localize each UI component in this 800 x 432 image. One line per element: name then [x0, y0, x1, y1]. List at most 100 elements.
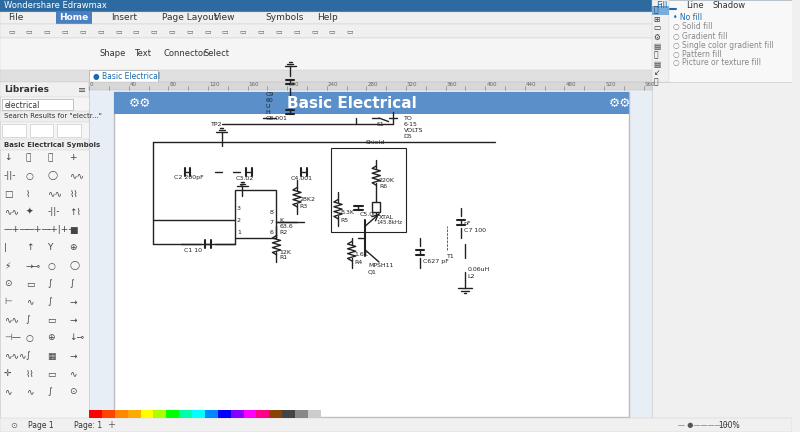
- Text: ⚡: ⚡: [4, 261, 10, 270]
- Text: ▦: ▦: [47, 352, 56, 360]
- Text: ⊙: ⊙: [4, 280, 11, 289]
- Text: 80: 80: [170, 82, 176, 86]
- Text: ○ Single color gradient fill: ○ Single color gradient fill: [674, 41, 774, 50]
- Text: ⊙: ⊙: [70, 388, 77, 397]
- Text: R1: R1: [279, 255, 287, 260]
- Text: ◯: ◯: [47, 172, 58, 181]
- Text: 560: 560: [645, 82, 655, 86]
- Text: TO: TO: [403, 115, 413, 121]
- Text: ∫: ∫: [47, 280, 52, 289]
- Text: XTAL: XTAL: [379, 215, 394, 220]
- Bar: [114, 92, 629, 114]
- Bar: [0, 24, 792, 38]
- Text: ▭: ▭: [329, 28, 335, 34]
- Text: 145.8kHz: 145.8kHz: [376, 220, 402, 225]
- Text: ▤: ▤: [654, 60, 661, 69]
- Text: +: +: [107, 420, 115, 430]
- Text: 1.6K: 1.6K: [354, 252, 368, 257]
- Bar: [270, 410, 282, 418]
- Text: ▭: ▭: [26, 28, 32, 34]
- Bar: [57, 12, 92, 25]
- Text: 8.3K: 8.3K: [341, 210, 354, 215]
- Text: ⌇: ⌇: [26, 190, 30, 198]
- Bar: [244, 410, 257, 418]
- Text: Help: Help: [317, 13, 338, 22]
- Text: ▭: ▭: [47, 315, 56, 324]
- Text: ▭: ▭: [258, 28, 264, 34]
- Bar: [114, 92, 629, 417]
- Text: 240: 240: [328, 82, 338, 86]
- Text: 7: 7: [270, 220, 274, 225]
- Text: 0.06uH: 0.06uH: [468, 267, 490, 272]
- Text: MPSH11: MPSH11: [368, 263, 394, 268]
- Text: ↑: ↑: [26, 244, 34, 252]
- Text: 2: 2: [237, 217, 241, 222]
- Text: ▭: ▭: [133, 28, 139, 34]
- Text: ▭: ▭: [97, 28, 104, 34]
- Text: C2 200pF: C2 200pF: [174, 175, 204, 181]
- Text: Wondershare Edrawmax: Wondershare Edrawmax: [4, 1, 107, 10]
- Text: electrical: electrical: [5, 101, 40, 109]
- Bar: [141, 410, 154, 418]
- Text: →: →: [70, 352, 77, 360]
- Text: 280: 280: [367, 82, 378, 86]
- Text: ▤: ▤: [654, 41, 661, 51]
- Bar: [282, 410, 295, 418]
- Text: Libraries: Libraries: [4, 86, 49, 95]
- Bar: [0, 0, 792, 12]
- Text: ⤢: ⤢: [654, 77, 658, 86]
- Bar: [89, 410, 102, 418]
- Text: 120: 120: [209, 82, 219, 86]
- Bar: [0, 70, 792, 82]
- Text: ▭: ▭: [275, 28, 282, 34]
- Text: ⌒: ⌒: [47, 153, 53, 162]
- Text: ⌇⌇: ⌇⌇: [26, 369, 34, 378]
- Text: 200: 200: [288, 82, 298, 86]
- Text: ▭: ▭: [222, 28, 229, 34]
- Text: ∫: ∫: [70, 280, 74, 289]
- Text: Line: Line: [686, 1, 704, 10]
- Bar: [331, 148, 406, 232]
- Text: ∿∿: ∿∿: [47, 190, 62, 198]
- Text: 160: 160: [249, 82, 259, 86]
- Text: TP2: TP2: [211, 121, 222, 127]
- Text: ∿∿: ∿∿: [4, 207, 19, 216]
- Text: Page: 1: Page: 1: [74, 420, 102, 429]
- Text: 6-15: 6-15: [403, 121, 418, 127]
- Text: R5: R5: [341, 217, 349, 222]
- Text: ∿∿: ∿∿: [70, 172, 84, 181]
- Text: ∿∿∿: ∿∿∿: [4, 352, 26, 360]
- Bar: [295, 410, 308, 418]
- Text: ○ Gradient fill: ○ Gradient fill: [674, 32, 728, 41]
- Text: 220K: 220K: [379, 178, 395, 183]
- Bar: [235, 190, 277, 238]
- Text: 60: 60: [266, 98, 274, 102]
- Text: ○: ○: [47, 261, 55, 270]
- Text: 360: 360: [446, 82, 457, 86]
- Text: D5: D5: [403, 133, 412, 139]
- Bar: [230, 410, 244, 418]
- Text: ▭: ▭: [311, 28, 318, 34]
- Text: — ●———— +: — ●———— +: [678, 422, 730, 428]
- Text: ○ Picture or texture fill: ○ Picture or texture fill: [674, 58, 762, 67]
- Text: ▭: ▭: [26, 280, 34, 289]
- Bar: [2, 124, 26, 137]
- Bar: [372, 202, 380, 212]
- Text: →⊸: →⊸: [26, 261, 41, 270]
- Text: K: K: [279, 217, 283, 222]
- Text: C5.001: C5.001: [360, 212, 382, 216]
- Text: Shape: Shape: [99, 50, 126, 58]
- Bar: [128, 410, 141, 418]
- Text: 6: 6: [270, 229, 274, 235]
- Text: Q1: Q1: [368, 269, 377, 274]
- Text: ⏚: ⏚: [26, 153, 31, 162]
- Text: T1: T1: [447, 254, 455, 258]
- Text: ▭: ▭: [654, 23, 661, 32]
- Bar: [0, 139, 89, 150]
- Text: ⌇⌇: ⌇⌇: [70, 190, 78, 198]
- Text: +: +: [70, 153, 77, 162]
- Text: ↓: ↓: [4, 153, 11, 162]
- Bar: [218, 410, 230, 418]
- Text: ⚙⚙: ⚙⚙: [129, 96, 151, 109]
- Text: ⊣—: ⊣—: [4, 334, 21, 343]
